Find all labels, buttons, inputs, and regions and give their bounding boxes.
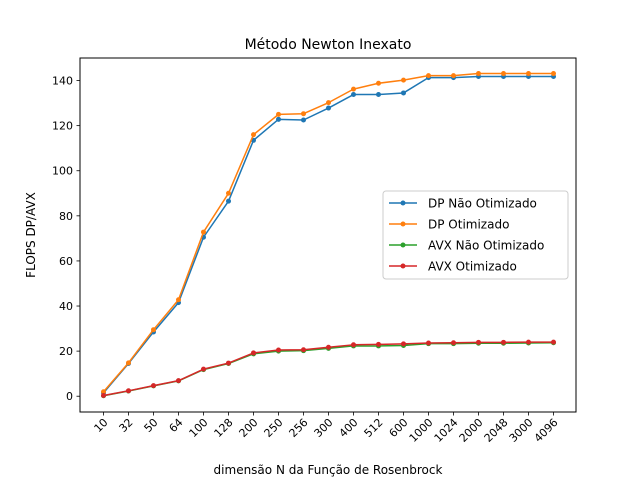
x-tick-label: 3000 — [507, 416, 536, 445]
x-tick-label: 512 — [362, 416, 386, 440]
x-tick-label: 1000 — [407, 416, 436, 445]
data-point — [451, 340, 456, 346]
x-tick-label: 200 — [237, 416, 261, 440]
legend-marker — [400, 242, 406, 248]
legend: DP Não Otimizado DP Otimizado AVX Não Otim… — [382, 190, 569, 280]
data-point — [351, 86, 356, 92]
data-point — [151, 383, 156, 389]
x-tick-label: 50 — [142, 416, 161, 435]
data-point — [251, 350, 256, 356]
data-point — [451, 73, 456, 79]
data-point — [226, 360, 231, 366]
data-point — [326, 105, 331, 111]
y-tick-label: 60 — [59, 255, 73, 268]
x-tick-label: 100 — [187, 416, 211, 440]
x-tick-label: 64 — [167, 416, 186, 435]
data-point — [201, 229, 206, 235]
data-point — [176, 297, 181, 303]
x-tick-label: 10 — [92, 416, 111, 435]
data-point — [276, 111, 281, 117]
chart-title: Método Newton Inexato — [245, 37, 412, 53]
legend-label: DP Não Otimizado — [428, 197, 537, 211]
data-point — [501, 71, 506, 77]
data-point — [326, 100, 331, 106]
y-tick-label: 120 — [52, 120, 73, 133]
legend-label: DP Otimizado — [428, 218, 509, 232]
data-point — [126, 388, 131, 394]
x-tick-label: 4096 — [532, 416, 561, 445]
x-tick-label: 256 — [287, 416, 311, 440]
data-point — [476, 339, 481, 345]
data-point — [151, 327, 156, 333]
data-point — [201, 366, 206, 372]
data-point — [326, 344, 331, 350]
data-point — [551, 71, 556, 77]
data-point — [526, 71, 531, 77]
x-tick-label: 250 — [262, 416, 286, 440]
x-tick-label: 32 — [117, 416, 136, 435]
plot-frame — [79, 57, 577, 413]
data-point — [226, 190, 231, 196]
y-tick-label: 40 — [59, 300, 73, 313]
data-point — [301, 111, 306, 117]
data-point — [501, 339, 506, 345]
data-point — [276, 116, 281, 122]
data-point — [251, 132, 256, 138]
x-tick-label: 2048 — [482, 416, 511, 445]
data-point — [101, 393, 106, 399]
legend-label: AVX Otimizado — [428, 260, 517, 274]
y-tick-label: 80 — [59, 210, 73, 223]
y-tick-label: 100 — [52, 165, 73, 178]
series-3 — [101, 339, 556, 399]
y-tick-label: 20 — [59, 345, 73, 358]
data-point — [401, 77, 406, 83]
data-point — [351, 342, 356, 348]
data-point — [376, 341, 381, 347]
data-point — [401, 341, 406, 347]
legend-marker — [400, 263, 406, 269]
data-point — [301, 347, 306, 353]
series-1 — [101, 71, 556, 395]
data-point — [376, 80, 381, 86]
data-point — [376, 92, 381, 98]
data-point — [226, 198, 231, 204]
data-point — [426, 340, 431, 346]
data-point — [476, 71, 481, 77]
data-point — [126, 360, 131, 366]
y-tick-label: 0 — [66, 390, 73, 403]
x-tick-label: 128 — [212, 416, 236, 440]
data-point — [101, 389, 106, 395]
legend-label: AVX Não Otimizado — [428, 239, 544, 253]
data-point — [351, 92, 356, 98]
data-point — [176, 378, 181, 384]
x-axis-label: dimensão N da Função de Rosenbrock — [214, 463, 443, 477]
y-tick-label: 140 — [52, 75, 73, 88]
x-tick-label: 300 — [312, 416, 336, 440]
data-point — [301, 117, 306, 123]
x-tick-label: 400 — [337, 416, 361, 440]
legend-marker — [400, 221, 406, 227]
data-point — [276, 347, 281, 353]
data-point — [551, 339, 556, 345]
data-point — [526, 339, 531, 345]
x-tick-label: 2000 — [457, 416, 486, 445]
data-point — [426, 73, 431, 79]
series-layer — [101, 71, 556, 399]
legend-marker — [400, 200, 406, 206]
y-axis-label: FLOPS DP/AVX — [24, 192, 38, 278]
legend-box — [382, 190, 569, 280]
x-tick-label: 1024 — [432, 416, 461, 445]
data-point — [401, 90, 406, 96]
